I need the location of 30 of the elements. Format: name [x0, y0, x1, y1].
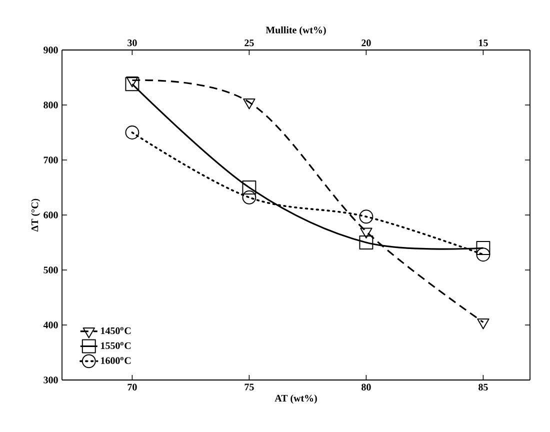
y-tick-label: 600 [44, 212, 58, 218]
legend-label: 1550$^{o}$C [101, 342, 131, 350]
legend-label: 1450$^{o}$C [101, 327, 131, 334]
x2-axis-title: Mullite (wt%) [266, 26, 326, 36]
point [242, 190, 256, 204]
point [359, 236, 374, 250]
x2-tick-label: 25 [244, 40, 254, 46]
y-tick-label: 400 [43, 322, 58, 328]
x-axis-title: AT (wt%) [274, 394, 317, 404]
x2-tick-label: 30 [128, 40, 137, 46]
y-tick-label: 500 [44, 266, 58, 274]
x-tick-label: 80 [362, 384, 371, 390]
point [359, 210, 374, 224]
point [242, 180, 256, 194]
x2-tick-label: 20 [362, 40, 371, 46]
y-axis-title: ΔT (°C) [31, 198, 40, 232]
x-tick-label: 70 [128, 384, 137, 390]
legend-label: 1600$^{o}$C [101, 356, 131, 364]
point [476, 248, 490, 262]
point [477, 318, 490, 330]
point [360, 228, 372, 238]
x2-tick-label: 15 [479, 40, 488, 46]
y-tick-label: 300 [44, 376, 58, 384]
y-tick-label: 700 [44, 156, 58, 164]
point [476, 241, 490, 255]
y-tick-label: 800 [44, 102, 58, 108]
x-tick-label: 75 [244, 384, 254, 390]
point [125, 126, 140, 140]
x-tick-label: 85 [478, 384, 488, 390]
y-tick-label: 900 [44, 46, 58, 54]
